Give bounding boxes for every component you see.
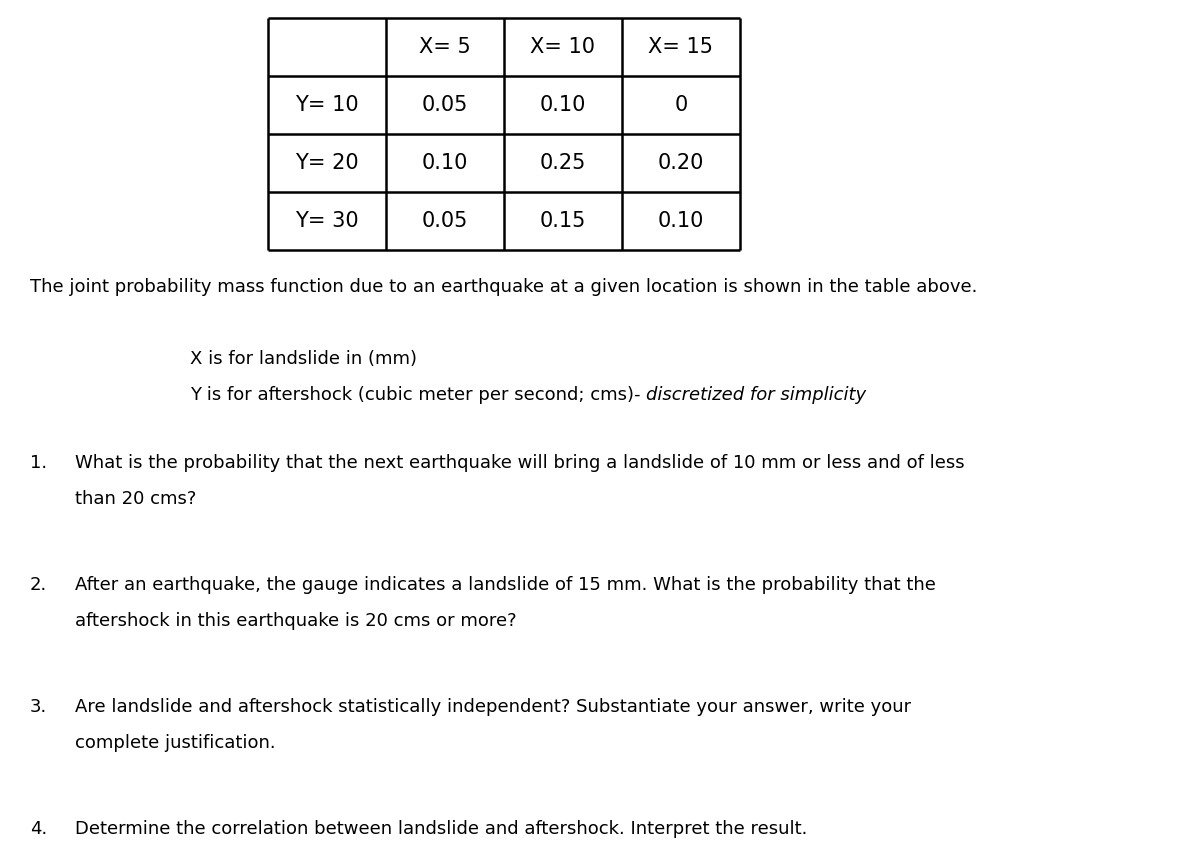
Text: 0.10: 0.10 [658, 211, 704, 231]
Text: 0.05: 0.05 [422, 211, 468, 231]
Text: 0: 0 [674, 95, 688, 115]
Text: What is the probability that the next earthquake will bring a landslide of 10 mm: What is the probability that the next ea… [74, 454, 965, 472]
Text: 2.: 2. [30, 576, 47, 594]
Text: than 20 cms?: than 20 cms? [74, 490, 197, 508]
Text: X= 5: X= 5 [419, 37, 470, 57]
Text: 0.10: 0.10 [422, 153, 468, 173]
Text: X= 15: X= 15 [648, 37, 714, 57]
Text: discretized for simplicity: discretized for simplicity [647, 386, 866, 404]
Text: Y is for aftershock (cubic meter per second; cms)-: Y is for aftershock (cubic meter per sec… [190, 386, 647, 404]
Text: After an earthquake, the gauge indicates a landslide of 15 mm. What is the proba: After an earthquake, the gauge indicates… [74, 576, 936, 594]
Text: Y= 20: Y= 20 [295, 153, 359, 173]
Text: Are landslide and aftershock statistically independent? Substantiate your answer: Are landslide and aftershock statistical… [74, 698, 911, 716]
Text: 4.: 4. [30, 820, 47, 838]
Text: X is for landslide in (mm): X is for landslide in (mm) [190, 350, 418, 368]
Text: aftershock in this earthquake is 20 cms or more?: aftershock in this earthquake is 20 cms … [74, 612, 517, 630]
Text: 0.15: 0.15 [540, 211, 586, 231]
Text: 0.10: 0.10 [540, 95, 586, 115]
Text: The joint probability mass function due to an earthquake at a given location is : The joint probability mass function due … [30, 278, 977, 296]
Text: 0.20: 0.20 [658, 153, 704, 173]
Text: Determine the correlation between landslide and aftershock. Interpret the result: Determine the correlation between landsl… [74, 820, 808, 838]
Text: Y= 10: Y= 10 [295, 95, 359, 115]
Text: complete justification.: complete justification. [74, 734, 276, 752]
Text: X= 10: X= 10 [530, 37, 595, 57]
Text: 0.25: 0.25 [540, 153, 586, 173]
Text: 0.05: 0.05 [422, 95, 468, 115]
Text: 3.: 3. [30, 698, 47, 716]
Text: Y= 30: Y= 30 [295, 211, 359, 231]
Text: 1.: 1. [30, 454, 47, 472]
